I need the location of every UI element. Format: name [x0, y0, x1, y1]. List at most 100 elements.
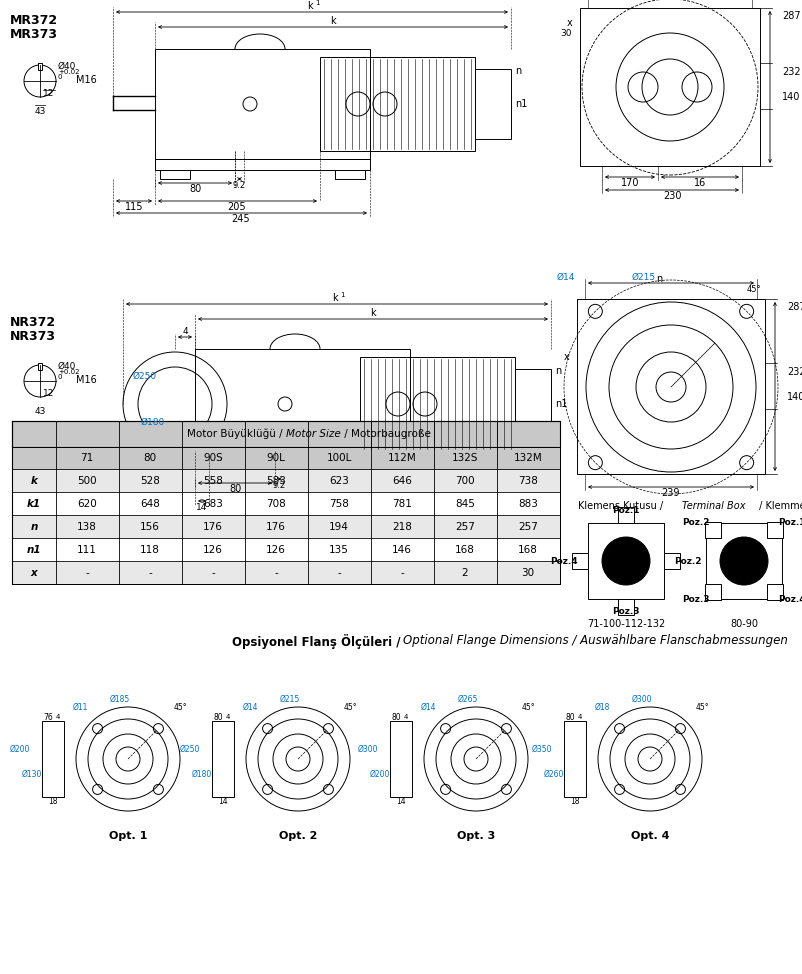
Text: Ø200: Ø200 — [370, 769, 391, 778]
Text: 80: 80 — [213, 713, 223, 722]
Text: 4: 4 — [56, 714, 60, 720]
Text: Ø200: Ø200 — [10, 744, 30, 754]
Text: 9.2: 9.2 — [273, 480, 286, 490]
Bar — [38, 363, 42, 370]
Text: x: x — [566, 18, 572, 28]
Text: 18: 18 — [570, 798, 580, 806]
Bar — [38, 63, 42, 70]
Text: Opt. 2: Opt. 2 — [279, 831, 317, 841]
Text: Ø40: Ø40 — [58, 61, 76, 70]
Text: 18: 18 — [48, 798, 58, 806]
Text: x: x — [563, 352, 569, 362]
Bar — [664, 553, 680, 569]
Text: 14: 14 — [196, 503, 208, 511]
Text: Poz.4: Poz.4 — [550, 556, 578, 566]
Text: 126: 126 — [203, 545, 223, 555]
Text: NR372: NR372 — [10, 316, 56, 329]
Text: 132M: 132M — [513, 453, 542, 463]
Text: 80: 80 — [391, 713, 401, 722]
Bar — [705, 522, 721, 538]
Text: Ø11: Ø11 — [72, 702, 87, 711]
Text: 80-90: 80-90 — [730, 619, 758, 629]
Text: Ø260: Ø260 — [544, 769, 564, 778]
Text: Ø265: Ø265 — [458, 694, 478, 703]
Bar — [375, 470, 405, 479]
Text: 0: 0 — [58, 374, 63, 380]
Text: 118: 118 — [140, 545, 160, 555]
Text: k: k — [330, 16, 336, 26]
Text: 0: 0 — [58, 74, 63, 80]
Text: 12: 12 — [43, 90, 55, 98]
Text: 45°: 45° — [695, 702, 709, 711]
Text: Opt. 1: Opt. 1 — [109, 831, 148, 841]
Bar — [212, 721, 234, 797]
Text: 4: 4 — [404, 714, 408, 720]
Text: -: - — [85, 568, 89, 578]
Bar — [360, 357, 515, 451]
Text: k: k — [332, 293, 338, 303]
Text: 245: 245 — [232, 214, 250, 224]
Text: 558: 558 — [203, 476, 223, 486]
Text: k1: k1 — [27, 499, 41, 509]
Text: 45°: 45° — [343, 702, 357, 711]
Text: Ø18: Ø18 — [594, 702, 610, 711]
Text: 80: 80 — [189, 184, 201, 194]
Text: -: - — [337, 568, 341, 578]
Text: Motor Büyüklüğü /: Motor Büyüklüğü / — [187, 429, 286, 439]
Text: Ø185: Ø185 — [110, 694, 130, 703]
Circle shape — [602, 537, 650, 585]
Text: n1: n1 — [555, 399, 567, 409]
Text: 9.2: 9.2 — [233, 180, 245, 190]
Bar — [160, 170, 190, 179]
Text: 176: 176 — [203, 522, 223, 532]
Text: Ø14: Ø14 — [557, 273, 575, 281]
Bar — [618, 599, 634, 615]
Bar — [580, 8, 760, 166]
Bar — [200, 470, 230, 479]
Text: 708: 708 — [266, 499, 286, 509]
Bar — [515, 369, 551, 439]
Text: n: n — [515, 66, 521, 76]
Text: 126: 126 — [266, 545, 286, 555]
Text: 80: 80 — [565, 713, 575, 722]
Text: Ø215: Ø215 — [632, 273, 656, 281]
Text: Ø350: Ø350 — [532, 744, 553, 754]
Text: n1: n1 — [26, 545, 42, 555]
Text: -: - — [400, 568, 404, 578]
Text: 257: 257 — [455, 522, 475, 532]
Text: Ø215: Ø215 — [280, 694, 300, 703]
Text: MR373: MR373 — [10, 28, 58, 41]
Bar — [767, 522, 783, 538]
Text: k: k — [371, 308, 376, 318]
Text: 205: 205 — [228, 202, 246, 212]
Text: n: n — [555, 366, 561, 376]
Text: 194: 194 — [329, 522, 349, 532]
Text: 14: 14 — [218, 798, 228, 806]
Bar — [618, 507, 634, 523]
Bar — [706, 523, 782, 599]
Text: M16: M16 — [76, 75, 97, 85]
Text: 16: 16 — [694, 178, 706, 188]
Text: +0.02: +0.02 — [58, 69, 79, 75]
Text: 71-100-112-132: 71-100-112-132 — [587, 619, 665, 629]
Bar — [12, 421, 560, 447]
Text: NR373: NR373 — [10, 330, 56, 343]
Text: -: - — [148, 568, 152, 578]
Text: 1: 1 — [340, 292, 344, 298]
Text: n: n — [30, 522, 38, 532]
Bar — [42, 721, 64, 797]
Text: 1: 1 — [314, 0, 319, 6]
Text: Ø14: Ø14 — [420, 702, 435, 711]
Text: 583: 583 — [266, 476, 286, 486]
Text: 140: 140 — [787, 392, 802, 402]
Text: x: x — [30, 568, 38, 578]
Text: 500: 500 — [77, 476, 97, 486]
Bar — [390, 721, 412, 797]
Text: Terminal Box: Terminal Box — [682, 501, 746, 511]
Text: Ø40: Ø40 — [58, 361, 76, 370]
Text: Klemens Kutusu /: Klemens Kutusu / — [578, 501, 663, 511]
Text: 100L: 100L — [326, 453, 352, 463]
Text: 30: 30 — [521, 568, 535, 578]
Text: Optional Flange Dimensions / Auswählbare Flanschabmessungen: Optional Flange Dimensions / Auswählbare… — [403, 634, 788, 647]
Bar — [12, 538, 560, 561]
